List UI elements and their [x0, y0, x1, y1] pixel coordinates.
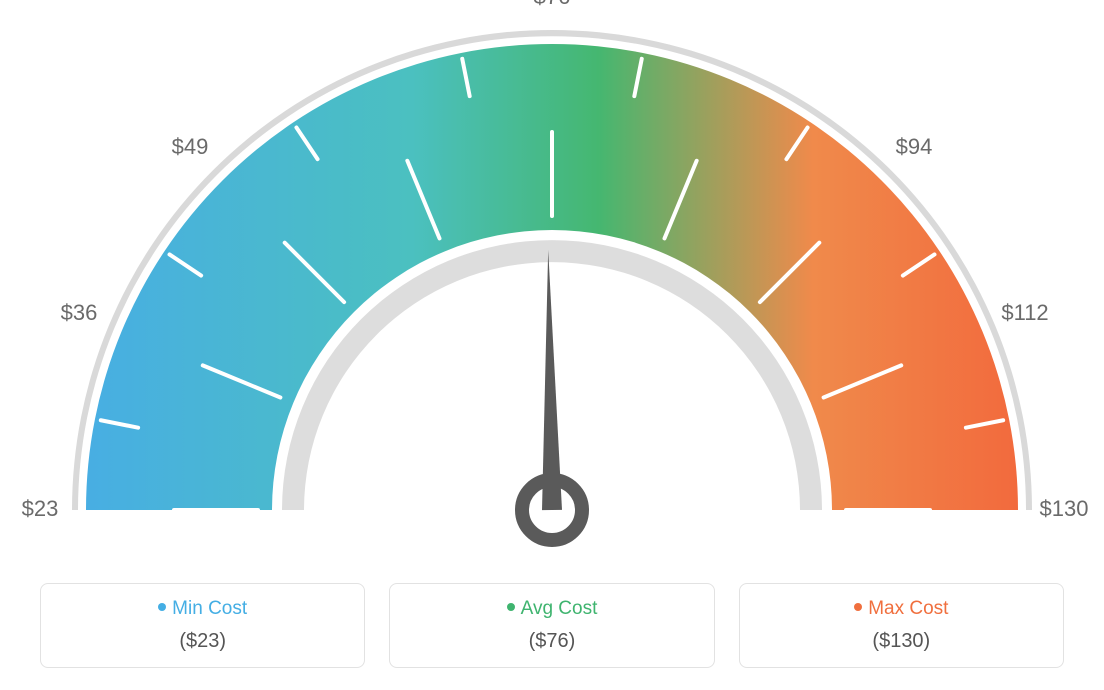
max-cost-dot-icon	[854, 603, 862, 611]
min-cost-dot-icon	[158, 603, 166, 611]
avg-cost-label: Avg Cost	[521, 598, 598, 619]
gauge-tick-label: $76	[534, 0, 571, 9]
gauge-tick-label: $112	[1001, 300, 1048, 325]
summary-cards-row: Min Cost ($23) Avg Cost ($76) Max Cost (…	[40, 583, 1064, 668]
gauge-tick-label: $130	[1040, 496, 1089, 521]
max-cost-value: ($130)	[740, 630, 1063, 653]
gauge-tick-label: $36	[61, 300, 98, 325]
min-cost-value: ($23)	[41, 630, 364, 653]
avg-cost-title: Avg Cost	[390, 598, 713, 620]
gauge-tick-label: $23	[22, 496, 59, 521]
min-cost-card: Min Cost ($23)	[40, 583, 365, 668]
max-cost-card: Max Cost ($130)	[739, 583, 1064, 668]
gauge-tick-label: $49	[172, 134, 209, 159]
avg-cost-dot-icon	[507, 603, 515, 611]
max-cost-title: Max Cost	[740, 598, 1063, 620]
avg-cost-value: ($76)	[390, 630, 713, 653]
cost-gauge-chart: $23 $36 $49 $76 $94 $112 $130	[0, 0, 1104, 560]
gauge-tick-label: $94	[896, 134, 933, 159]
min-cost-label: Min Cost	[172, 598, 247, 619]
gauge-needle	[542, 250, 562, 510]
avg-cost-card: Avg Cost ($76)	[389, 583, 714, 668]
min-cost-title: Min Cost	[41, 598, 364, 620]
max-cost-label: Max Cost	[868, 598, 948, 619]
